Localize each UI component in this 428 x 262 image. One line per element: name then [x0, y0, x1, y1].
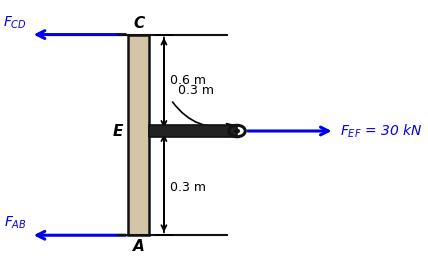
Text: 0.6 m: 0.6 m — [169, 74, 205, 87]
Text: $F_{EF}$ = 30 kN: $F_{EF}$ = 30 kN — [340, 122, 423, 140]
Text: C: C — [133, 16, 144, 31]
Bar — [128, 35, 149, 235]
Text: E: E — [112, 123, 123, 139]
Text: $F_{CD}$: $F_{CD}$ — [3, 14, 27, 31]
Text: $F_{AB}$: $F_{AB}$ — [4, 215, 27, 231]
Text: A: A — [133, 239, 145, 254]
Bar — [149, 125, 237, 137]
Text: 0.3 m: 0.3 m — [169, 181, 205, 194]
Circle shape — [235, 129, 239, 133]
Text: 0.3 m: 0.3 m — [178, 84, 214, 97]
